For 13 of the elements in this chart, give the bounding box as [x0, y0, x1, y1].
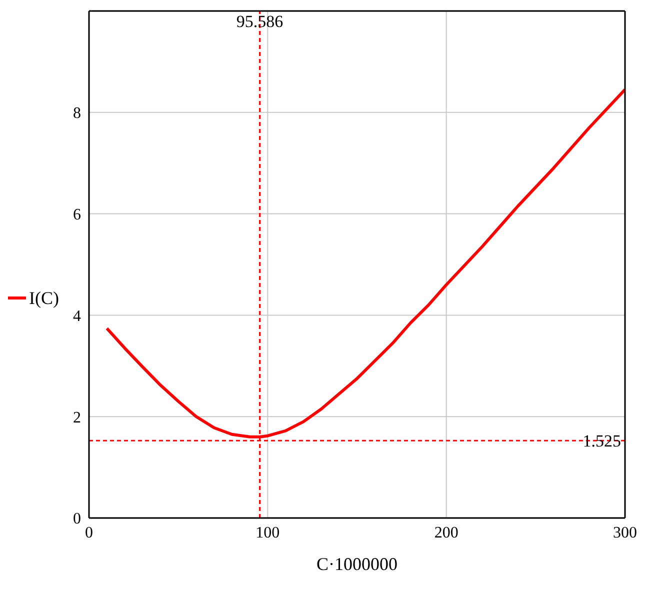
x-tick-label: 300 — [613, 524, 637, 542]
y-tick-label: 0 — [73, 510, 81, 528]
x-tick-label: 0 — [85, 524, 93, 542]
x-tick-label: 100 — [256, 524, 280, 542]
ref-line-label: 95.586 — [236, 12, 284, 32]
ref-line-label: 1.525 — [582, 432, 621, 451]
legend-label: I(C) — [29, 288, 59, 308]
y-tick-label: 6 — [73, 206, 81, 224]
y-tick-label: 2 — [73, 409, 81, 426]
x-tick-label: 200 — [434, 524, 458, 542]
y-tick-label: 4 — [73, 308, 81, 325]
y-tick-label: 8 — [73, 105, 81, 122]
x-axis-title: C·1000000 — [316, 554, 398, 574]
